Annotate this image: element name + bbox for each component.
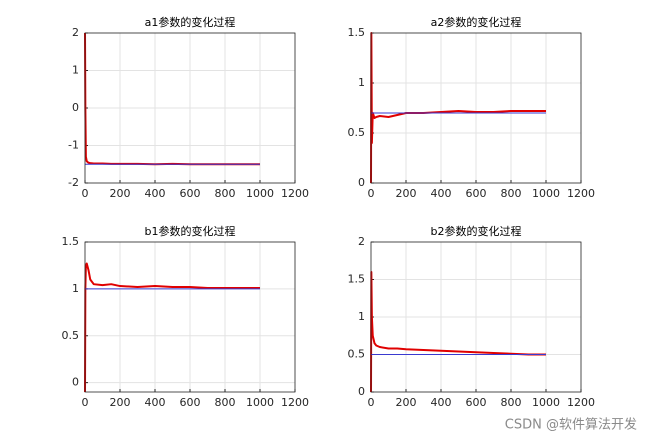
y-tick-label: 0.5	[348, 348, 366, 361]
line-series	[370, 32, 546, 184]
axes-box	[84, 241, 296, 393]
y-tick-label: 1	[358, 76, 365, 89]
axes-box	[84, 32, 296, 184]
y-tick-label: 1	[72, 282, 79, 295]
x-tick-label: 400	[145, 396, 166, 409]
x-tick-label: 1000	[246, 187, 274, 200]
x-tick-label: 0	[368, 396, 375, 409]
y-tick-label: 1.5	[348, 273, 366, 286]
chart-title: b1参数的变化过程	[145, 224, 236, 238]
chart-title: a1参数的变化过程	[145, 15, 236, 29]
watermark: CSDN @软件算法开发	[505, 417, 637, 433]
x-tick-label: 1200	[567, 187, 595, 200]
line-series	[84, 262, 260, 393]
x-tick-label: 400	[145, 187, 166, 200]
y-tick-label: 0	[358, 385, 365, 398]
axes-box	[370, 32, 582, 184]
axes-box	[370, 241, 582, 393]
y-tick-label: 0	[72, 376, 79, 389]
chart-title: b2参数的变化过程	[431, 224, 522, 238]
y-tick-label: 2	[72, 26, 79, 39]
y-tick-label: -2	[68, 176, 79, 189]
x-tick-label: 400	[431, 187, 452, 200]
x-tick-label: 0	[82, 187, 89, 200]
chart-title: a2参数的变化过程	[431, 15, 522, 29]
x-tick-label: 1000	[532, 396, 560, 409]
x-tick-label: 800	[501, 396, 522, 409]
y-tick-label: -1	[68, 139, 79, 152]
x-tick-label: 600	[466, 396, 487, 409]
y-tick-label: 1.5	[348, 26, 366, 39]
x-tick-label: 600	[466, 187, 487, 200]
y-tick-label: 1	[358, 310, 365, 323]
y-tick-label: 1	[72, 64, 79, 77]
x-tick-label: 200	[110, 396, 131, 409]
y-tick-label: 0.5	[62, 329, 80, 342]
x-tick-label: 200	[396, 187, 417, 200]
x-tick-label: 1000	[246, 396, 274, 409]
x-tick-label: 200	[110, 187, 131, 200]
x-tick-label: 0	[368, 187, 375, 200]
x-tick-label: 800	[501, 187, 522, 200]
y-tick-label: 0	[72, 101, 79, 114]
y-tick-label: 0	[358, 176, 365, 189]
x-tick-label: 200	[396, 396, 417, 409]
x-tick-label: 1200	[281, 187, 309, 200]
x-tick-label: 1200	[567, 396, 595, 409]
x-tick-label: 0	[82, 396, 89, 409]
x-tick-label: 400	[431, 396, 452, 409]
x-tick-label: 600	[180, 187, 201, 200]
y-tick-label: 0.5	[348, 126, 366, 139]
y-tick-label: 2	[358, 235, 365, 248]
x-tick-label: 800	[215, 396, 236, 409]
x-tick-label: 1200	[281, 396, 309, 409]
x-tick-label: 600	[180, 396, 201, 409]
y-tick-label: 1.5	[62, 235, 80, 248]
x-tick-label: 1000	[532, 187, 560, 200]
x-tick-label: 800	[215, 187, 236, 200]
line-series	[370, 271, 546, 393]
